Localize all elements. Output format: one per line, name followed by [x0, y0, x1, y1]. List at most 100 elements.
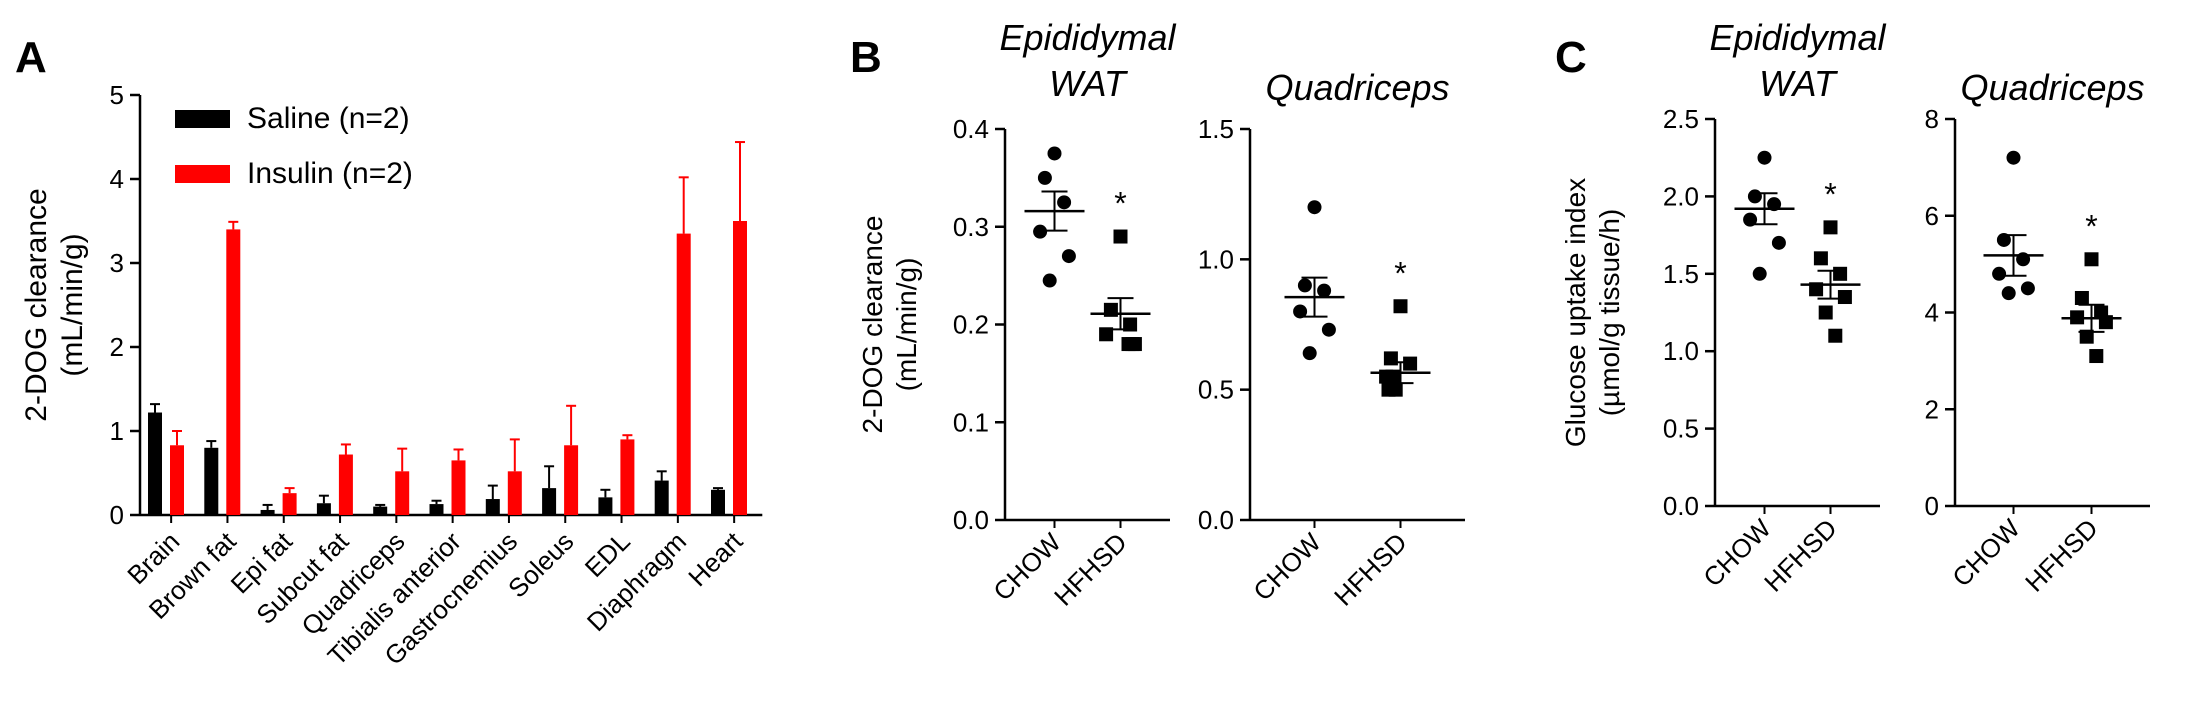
bar-saline-gastrocnemius	[485, 499, 500, 515]
data-point-hfhsd	[1828, 328, 1843, 343]
x-tick-label-chow: CHOW	[1946, 513, 2026, 593]
y-tick-label: 0	[110, 500, 124, 530]
data-point-hfhsd	[2089, 349, 2104, 364]
data-point-hfhsd	[2074, 290, 2089, 305]
y-tick-label: 0.1	[953, 407, 989, 437]
data-point-chow	[2001, 286, 2016, 301]
panel-b-quadriceps-scatter: 0.0 0.5 1.0 1.5 CHOW HFHSD * Quadriceps	[1198, 67, 1465, 612]
bar-saline-quadriceps	[373, 506, 388, 515]
bar-saline-brain	[148, 412, 162, 515]
y-tick-label: 2.5	[1663, 104, 1699, 134]
panel-title: WAT	[1049, 63, 1129, 104]
data-point-hfhsd	[1813, 251, 1828, 266]
bar-saline-diaphragm	[654, 480, 669, 515]
panel-title: Quadriceps	[1960, 67, 2144, 108]
data-point-hfhsd	[1823, 220, 1838, 235]
data-point-chow	[1297, 278, 1312, 293]
y-tick-label: 4	[110, 164, 124, 194]
x-tick-label-hfhsd: HFHSD	[2019, 513, 2104, 598]
bar-saline-heart	[711, 489, 725, 515]
legend-label-saline: Saline (n=2)	[247, 102, 410, 135]
data-point-chow	[1321, 322, 1336, 337]
y-tick-label: 0.0	[1198, 505, 1234, 535]
y-tick-label: 0.2	[953, 310, 989, 340]
data-point-hfhsd	[1123, 317, 1138, 332]
panel-letter-c: C	[1555, 33, 1587, 82]
bar-insulin-subcut-fat	[338, 454, 353, 515]
panel-b-epididymal-wat-scatter: 0.00.10.20.30.4CHOWHFHSD*EpididymalWAT2-…	[857, 17, 1177, 612]
bar-insulin-soleus	[564, 445, 579, 515]
significance-star: *	[1824, 176, 1836, 212]
data-point-chow	[1771, 235, 1786, 250]
y-axis-unit: (µmol/g tissue/h)	[1594, 209, 1625, 417]
y-axis-label: Glucose uptake index	[1560, 178, 1591, 447]
significance-star: *	[1114, 186, 1126, 222]
x-tick-label-chow: CHOW	[1247, 527, 1327, 607]
panel-letter-a: A	[15, 33, 47, 82]
y-tick-label: 2	[110, 332, 124, 362]
panel-title: WAT	[1759, 63, 1839, 104]
x-tick-label-hfhsd: HFHSD	[1758, 513, 1843, 598]
y-tick-label: 1.5	[1198, 114, 1234, 144]
data-point-chow	[1307, 200, 1322, 215]
data-point-chow	[1293, 304, 1308, 319]
significance-star: *	[1394, 255, 1406, 291]
data-point-chow	[1057, 195, 1072, 210]
legend-label-insulin: Insulin (n=2)	[247, 157, 413, 190]
bar-saline-tibialis-anterior	[429, 504, 444, 515]
data-point-hfhsd	[1125, 337, 1140, 352]
y-tick-label: 1.5	[1663, 259, 1699, 289]
data-point-chow	[1752, 266, 1767, 281]
y-tick-label: 0.5	[1198, 375, 1234, 405]
data-point-chow	[1757, 150, 1772, 165]
bar-insulin-quadriceps	[395, 471, 410, 515]
bar-saline-soleus	[542, 488, 557, 515]
panel-title: Quadriceps	[1265, 67, 1449, 108]
panel-letter-b: B	[850, 33, 882, 82]
data-point-chow	[1037, 170, 1052, 185]
data-point-chow	[1042, 273, 1057, 288]
data-point-hfhsd	[1837, 290, 1852, 305]
bar-saline-subcut-fat	[316, 503, 331, 515]
legend-swatch-insulin	[175, 165, 230, 183]
bar-saline-brown-fat	[204, 447, 219, 515]
y-tick-label: 5	[110, 80, 124, 110]
y-tick-label: 0.3	[953, 212, 989, 242]
y-axis-unit: (mL/min/g)	[891, 258, 922, 392]
data-point-chow	[1047, 146, 1062, 161]
data-point-hfhsd	[2079, 329, 2094, 344]
data-point-chow	[2020, 281, 2035, 296]
data-point-chow	[1996, 232, 2011, 247]
data-point-chow	[1033, 224, 1048, 239]
y-tick-label: 8	[1925, 104, 1939, 134]
y-tick-label: 3	[110, 248, 124, 278]
significance-star: *	[2085, 208, 2097, 244]
y-tick-label: 0.0	[953, 505, 989, 535]
y-tick-label: 0	[1925, 491, 1939, 521]
data-point-chow	[1061, 249, 1076, 264]
data-point-chow	[1317, 283, 1332, 298]
data-point-hfhsd	[2084, 252, 2099, 267]
data-point-hfhsd	[1381, 382, 1396, 397]
bar-saline-epi-fat	[260, 509, 275, 515]
data-point-hfhsd	[1833, 266, 1848, 281]
bar-insulin-tibialis-anterior	[451, 460, 466, 515]
data-point-hfhsd	[1099, 327, 1114, 342]
y-axis-label: 2-DOG clearance	[20, 188, 53, 421]
data-point-hfhsd	[1113, 229, 1128, 244]
bar-insulin-edl	[620, 439, 635, 515]
y-axis-unit: (mL/min/g)	[56, 233, 89, 376]
panel-title: Epididymal	[999, 17, 1176, 58]
data-point-chow	[1743, 212, 1758, 227]
bar-insulin-diaphragm	[676, 233, 691, 515]
y-tick-label: 1.0	[1198, 244, 1234, 274]
y-tick-label: 0.4	[953, 114, 989, 144]
bar-saline-edl	[598, 497, 613, 515]
data-point-hfhsd	[1818, 305, 1833, 320]
y-tick-label: 1.0	[1663, 336, 1699, 366]
y-tick-label: 6	[1925, 201, 1939, 231]
legend-swatch-saline	[175, 110, 230, 128]
x-tick-label-hfhsd: HFHSD	[1048, 527, 1133, 612]
y-tick-label: 0.5	[1663, 414, 1699, 444]
